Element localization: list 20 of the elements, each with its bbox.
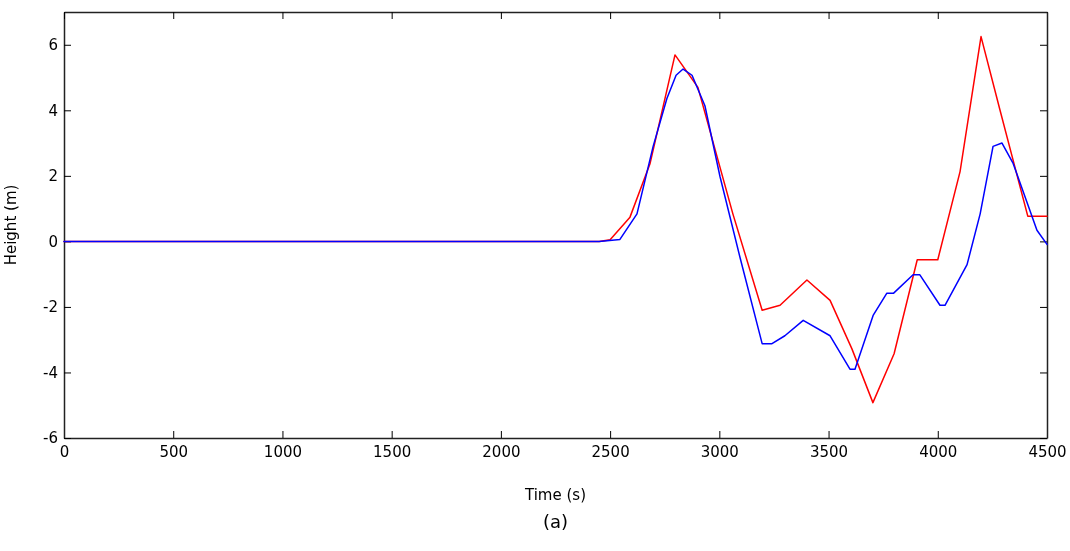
y-tick-label: 0 bbox=[48, 232, 58, 251]
x-axis-title: Time (s) bbox=[524, 486, 586, 504]
x-tick-label: 1000 bbox=[263, 442, 303, 461]
y-tick-label: 6 bbox=[48, 36, 58, 55]
x-tick-label: 3000 bbox=[700, 442, 739, 461]
x-tick-label: 4000 bbox=[919, 442, 958, 461]
y-tick-label: -2 bbox=[43, 298, 58, 317]
y-axis-title: Height (m) bbox=[2, 184, 20, 266]
y-tick-label: 4 bbox=[48, 101, 58, 120]
text: (a) bbox=[542, 511, 569, 532]
y-tick-label: 2 bbox=[48, 167, 58, 186]
x-tick-label: 4500 bbox=[1028, 442, 1067, 461]
y-tick-label: -4 bbox=[43, 363, 58, 382]
x-tick-label: 2000 bbox=[482, 442, 521, 461]
x-tick-label: 500 bbox=[159, 442, 189, 461]
x-tick-label: 3500 bbox=[809, 442, 849, 461]
line-series bbox=[63, 68, 1048, 370]
y-tick-label: -6 bbox=[43, 429, 58, 448]
x-tick-label: 1500 bbox=[373, 442, 412, 461]
x-tick-label: 2500 bbox=[591, 442, 630, 461]
